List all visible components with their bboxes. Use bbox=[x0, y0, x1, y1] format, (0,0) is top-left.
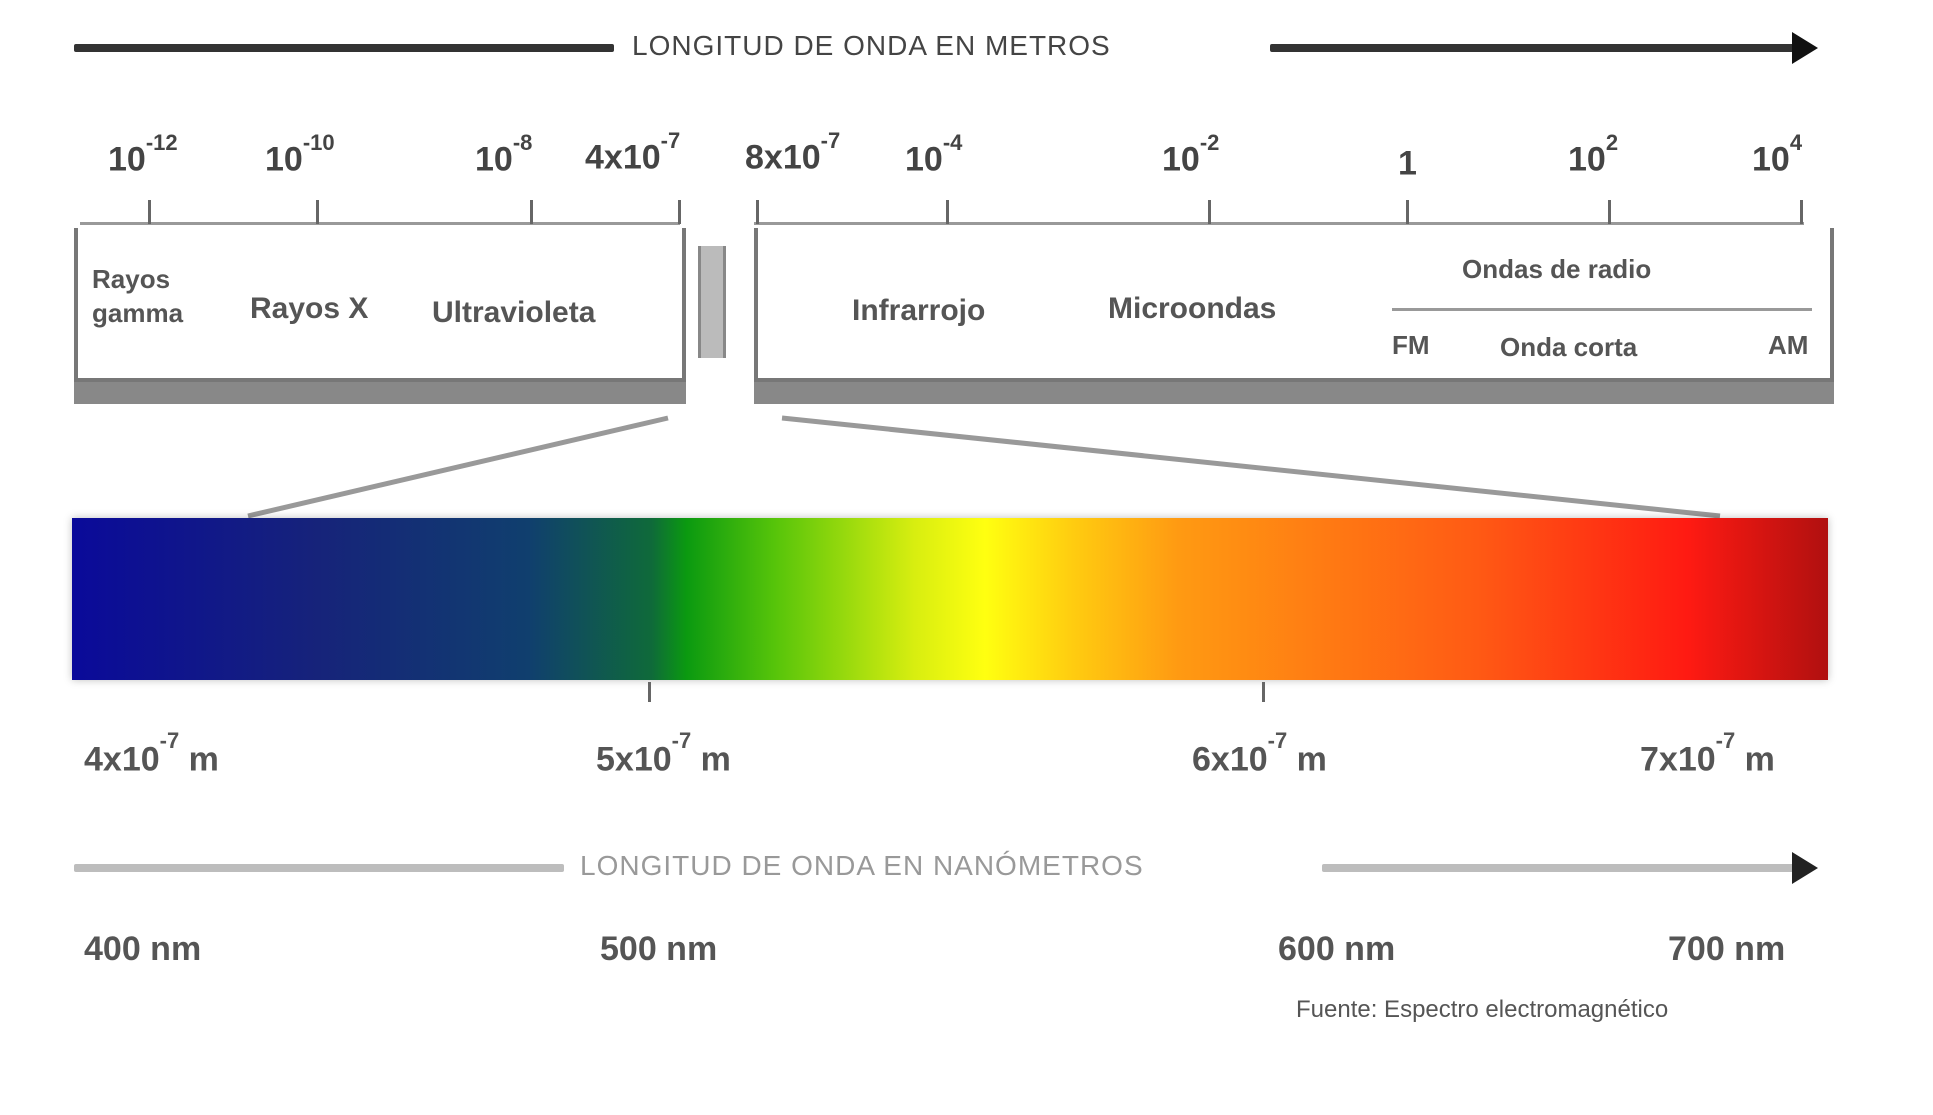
source-caption: Fuente: Espectro electromagnético bbox=[1296, 996, 1669, 1023]
scale-tick-label: 10-12 bbox=[108, 130, 178, 179]
gamma-rays-line1: Rayos bbox=[92, 264, 171, 294]
scale-tick bbox=[316, 200, 319, 224]
scale-tick bbox=[1208, 200, 1211, 224]
scale-tick bbox=[678, 200, 681, 224]
right-region-box-base bbox=[754, 382, 1834, 404]
scale-line-right bbox=[754, 222, 1804, 225]
nm-label: 500 nm bbox=[600, 930, 718, 968]
scale-tick-label: 10-10 bbox=[265, 130, 335, 179]
scale-tick bbox=[1800, 200, 1803, 224]
scale-tick-label: 1 bbox=[1398, 144, 1417, 183]
scale-tick-label: 10-2 bbox=[1162, 130, 1220, 179]
top-axis-line-right bbox=[1270, 44, 1810, 52]
scale-tick bbox=[530, 200, 533, 224]
scale-tick bbox=[1608, 200, 1611, 224]
scale-tick bbox=[148, 200, 151, 224]
scale-tick bbox=[946, 200, 949, 224]
gamma-rays-label: Rayos gamma bbox=[92, 262, 183, 330]
scale-tick-label: 10-4 bbox=[905, 130, 963, 179]
funnel-line-left bbox=[247, 415, 669, 519]
left-region-box-base bbox=[74, 382, 686, 404]
spectrum-tick bbox=[648, 682, 651, 702]
spectrum-label-meters: 5x10-7 m bbox=[596, 728, 731, 779]
nm-label: 600 nm bbox=[1278, 930, 1396, 968]
gamma-rays-line2: gamma bbox=[92, 298, 184, 328]
visible-spectrum-bar bbox=[72, 518, 1828, 680]
right-region-box bbox=[754, 228, 1834, 382]
scale-tick-label: 8x10-7 bbox=[745, 128, 841, 177]
bottom-axis-arrow-icon bbox=[1792, 852, 1818, 884]
scale-line-left bbox=[80, 222, 680, 225]
top-axis-arrow-icon bbox=[1792, 32, 1818, 64]
x-rays-label: Rayos X bbox=[250, 292, 369, 325]
left-region-box bbox=[74, 228, 686, 382]
radio-shortwave-label: Onda corta bbox=[1500, 332, 1638, 362]
spectrum-label-meters: 6x10-7 m bbox=[1192, 728, 1327, 779]
infrared-label: Infrarrojo bbox=[852, 294, 986, 327]
nm-label: 700 nm bbox=[1668, 930, 1786, 968]
top-axis-title: LONGITUD DE ONDA EN METROS bbox=[632, 30, 1111, 61]
nm-label: 400 nm bbox=[84, 930, 202, 968]
top-axis-line-left bbox=[74, 44, 614, 52]
visible-band-marker bbox=[698, 246, 726, 358]
microwave-label: Microondas bbox=[1108, 292, 1277, 325]
radio-am-label: AM bbox=[1768, 330, 1809, 360]
scale-tick-label: 4x10-7 bbox=[585, 128, 681, 177]
radio-waves-title: Ondas de radio bbox=[1462, 254, 1652, 284]
bottom-axis-line-right bbox=[1322, 864, 1808, 872]
spectrum-label-meters: 7x10-7 m bbox=[1640, 728, 1775, 779]
funnel-line-right bbox=[781, 415, 1721, 519]
spectrum-tick bbox=[1262, 682, 1265, 702]
scale-tick-label: 104 bbox=[1752, 130, 1803, 179]
scale-tick bbox=[756, 200, 759, 224]
radio-divider bbox=[1392, 308, 1812, 311]
scale-tick-label: 10-8 bbox=[475, 130, 533, 179]
spectrum-label-meters: 4x10-7 m bbox=[84, 728, 219, 779]
scale-tick-label: 102 bbox=[1568, 130, 1619, 179]
ultraviolet-label: Ultravioleta bbox=[432, 296, 596, 329]
scale-tick bbox=[1406, 200, 1409, 224]
radio-fm-label: FM bbox=[1392, 330, 1430, 360]
bottom-axis-title: LONGITUD DE ONDA EN NANÓMETROS bbox=[580, 850, 1144, 881]
bottom-axis-line-left bbox=[74, 864, 564, 872]
